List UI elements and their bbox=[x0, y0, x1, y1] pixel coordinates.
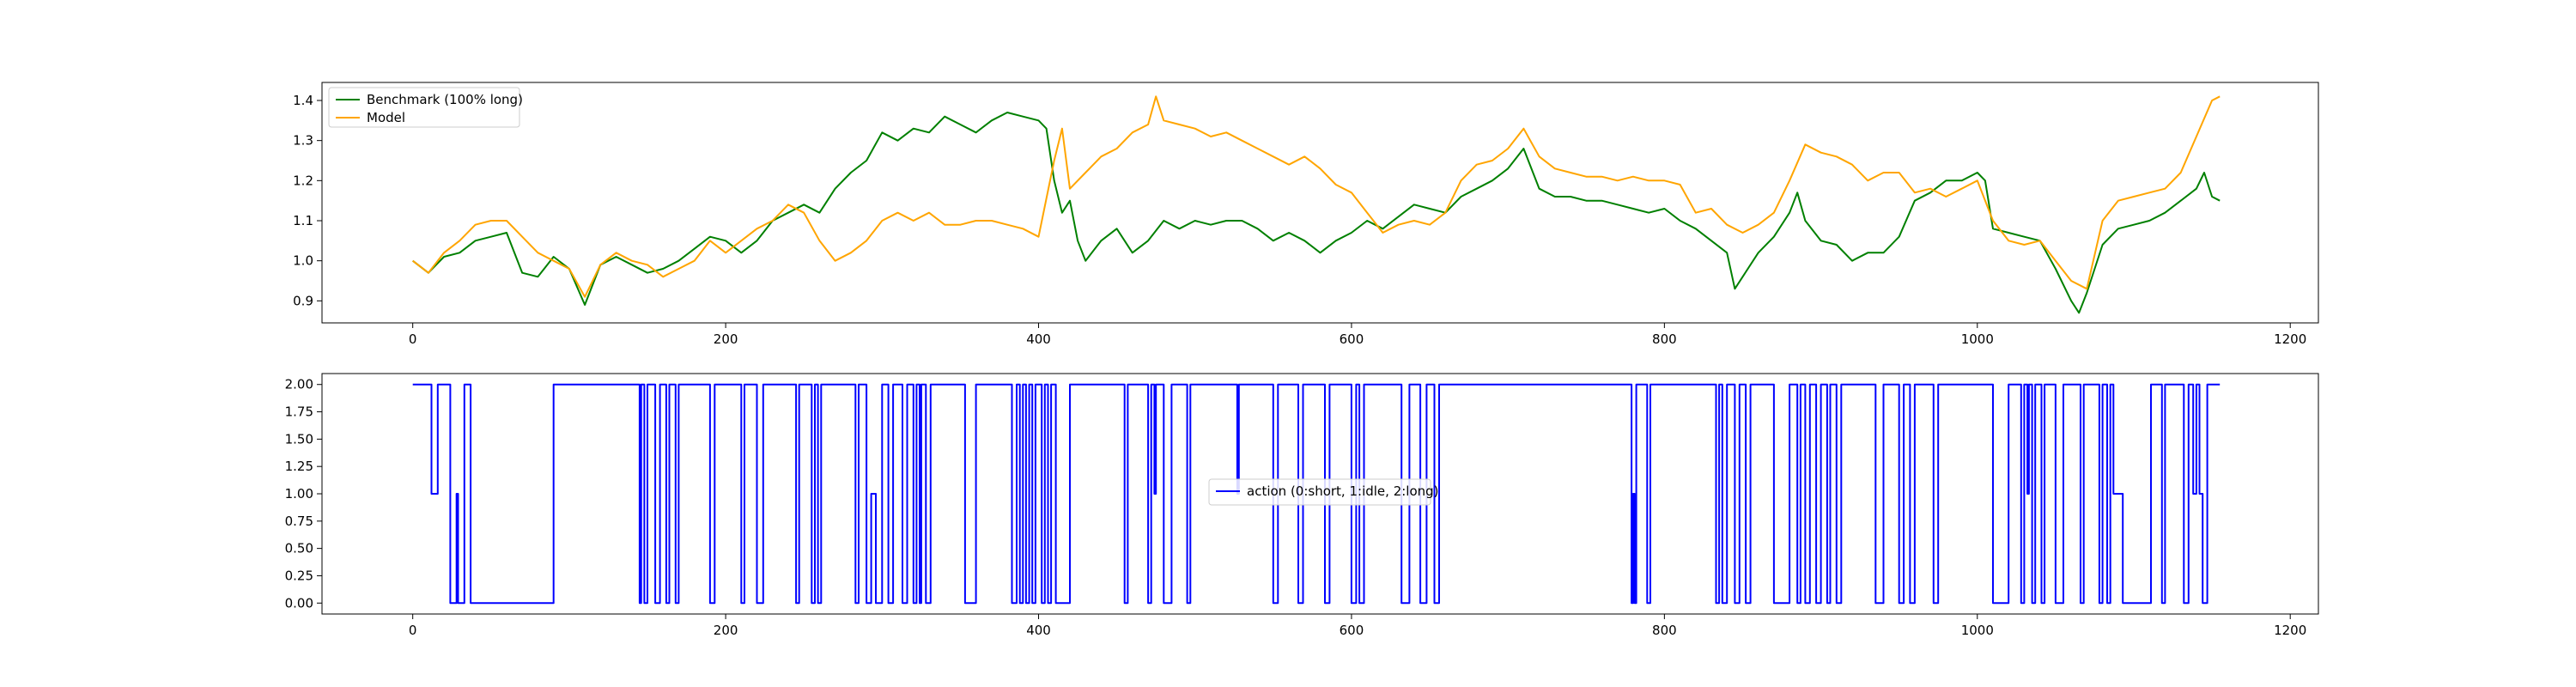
bottom-chart-y-tick-label: 1.25 bbox=[285, 459, 313, 474]
top-chart-x-tick-label: 1200 bbox=[2274, 331, 2306, 347]
top-chart-series-line-0 bbox=[412, 112, 2221, 314]
bottom-chart-plot-area bbox=[412, 383, 2221, 605]
bottom-chart-y-tick-label: 2.00 bbox=[285, 377, 313, 392]
top-chart-y-tick-label: 1.4 bbox=[293, 93, 313, 108]
bottom-chart-x-tick-label: 1200 bbox=[2274, 623, 2306, 638]
bottom-chart-y-tick-label: 1.00 bbox=[285, 486, 313, 502]
top-chart-y-tick-label: 1.3 bbox=[293, 133, 313, 149]
bottom-chart-legend-box bbox=[1208, 478, 1431, 506]
top-chart-x-tick-label: 200 bbox=[714, 331, 738, 347]
bottom-chart-y-tick-label: 1.75 bbox=[285, 404, 313, 420]
bottom-chart-x-tick-label: 400 bbox=[1026, 623, 1051, 638]
bottom-chart-legend-label-0: action (0:short, 1:idle, 2:long) bbox=[1247, 483, 1439, 499]
bottom-chart-x-tick-label: 1000 bbox=[1961, 623, 1994, 638]
bottom-chart-x-tick-label: 800 bbox=[1652, 623, 1677, 638]
top-chart-y-ticks: 0.9 1.0 1.1 1.2 1.3 1.4 bbox=[293, 93, 322, 308]
top-chart-plot-area bbox=[412, 95, 2221, 314]
bottom-chart-y-tick-label: 0.75 bbox=[285, 514, 313, 529]
bottom-chart-y-tick-label: 0.00 bbox=[285, 595, 313, 611]
bottom-chart-x-tick-label: 0 bbox=[409, 623, 417, 638]
bottom-chart-series-line-0 bbox=[412, 383, 2221, 605]
bottom-chart-y-ticks: 0.00 0.25 0.50 0.75 1.00 1.25 1.50 1.75 2.00 bbox=[285, 377, 322, 611]
top-chart-axes: 0 200 400 600 800 1000 1200 0.9 1.0 1.1 1.2 1.3 1.4… bbox=[293, 82, 2319, 347]
top-chart-x-tick-label: 0 bbox=[409, 331, 417, 347]
bottom-chart-x-tick-label: 600 bbox=[1340, 623, 1364, 638]
top-chart-legend-label-1: Model bbox=[367, 110, 405, 125]
top-chart-y-tick-label: 0.9 bbox=[293, 293, 313, 308]
bottom-chart-legend: action (0:short, 1:idle, 2:long) bbox=[1208, 478, 1439, 506]
top-chart-legend-label-0: Benchmark (100% long) bbox=[367, 92, 523, 107]
top-chart-frame bbox=[321, 82, 2319, 324]
bottom-chart-y-tick-label: 0.25 bbox=[285, 568, 313, 583]
top-chart-y-tick-label: 1.1 bbox=[293, 213, 313, 228]
bottom-chart-x-tick-label: 200 bbox=[714, 623, 738, 638]
top-chart-legend-box bbox=[328, 87, 520, 128]
top-chart-x-ticks: 0 200 400 600 800 1000 1200 bbox=[409, 323, 2306, 347]
top-chart-x-tick-label: 1000 bbox=[1961, 331, 1994, 347]
top-chart-x-tick-label: 400 bbox=[1026, 331, 1051, 347]
top-chart-y-tick-label: 1.2 bbox=[293, 173, 313, 188]
bottom-chart-x-ticks: 0 200 400 600 800 1000 1200 bbox=[409, 614, 2306, 638]
top-chart-x-tick-label: 800 bbox=[1652, 331, 1677, 347]
top-chart-x-tick-label: 600 bbox=[1340, 331, 1364, 347]
top-chart-series-line-1 bbox=[412, 95, 2221, 298]
top-chart-y-tick-label: 1.0 bbox=[293, 253, 313, 269]
top-chart-legend: Benchmark (100% long) Model bbox=[328, 87, 523, 128]
bottom-chart-axes: 0 200 400 600 800 1000 1200 0.00 0.25 0.50 0.75 1.… bbox=[285, 373, 2319, 638]
bottom-chart-y-tick-label: 1.50 bbox=[285, 431, 313, 447]
bottom-chart-y-tick-label: 0.50 bbox=[285, 541, 313, 556]
